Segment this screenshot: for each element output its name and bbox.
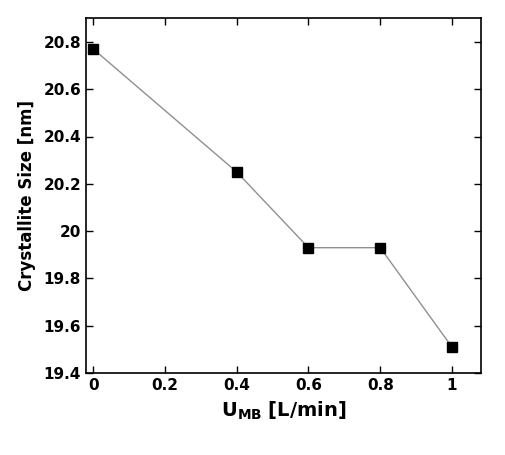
Y-axis label: Crystallite Size [nm]: Crystallite Size [nm] [18,100,36,291]
X-axis label: $\mathbf{U_{MB}}$ $\mathbf{[L/min]}$: $\mathbf{U_{MB}}$ $\mathbf{[L/min]}$ [220,400,345,422]
